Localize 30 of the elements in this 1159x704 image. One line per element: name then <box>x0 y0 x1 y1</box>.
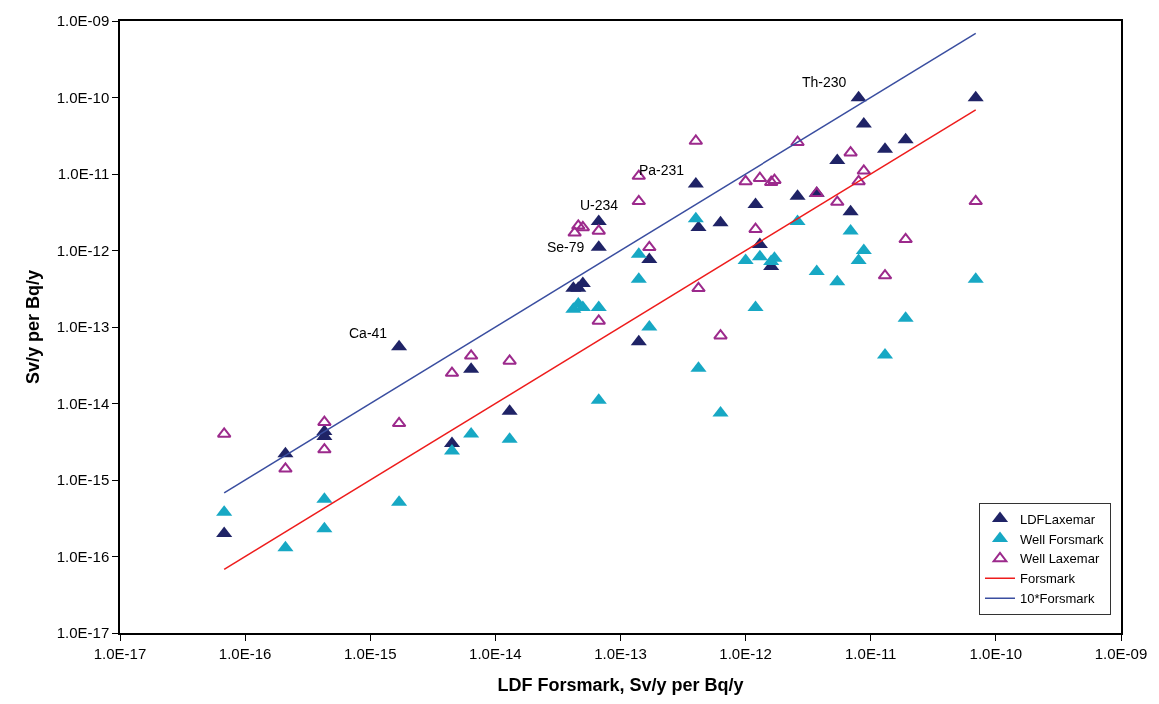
y-tick-label: 1.0E-11 <box>57 165 110 183</box>
x-tick-label: 1.0E-14 <box>469 644 522 662</box>
x-tick-label: 1.0E-15 <box>343 644 397 662</box>
x-tick-label: 1.0E-10 <box>969 644 1023 662</box>
y-tick-label: 1.0E-12 <box>56 241 110 259</box>
annotation: Th-230 <box>802 74 847 90</box>
x-tick-label: 1.0E-17 <box>93 644 147 662</box>
annotation: Ca-41 <box>349 325 388 341</box>
y-tick-label: 1.0E-16 <box>56 547 110 565</box>
x-tick-label: 1.0E-11 <box>845 644 897 662</box>
annotation: Pa-231 <box>639 162 685 178</box>
x-tick-label: 1.0E-12 <box>719 644 772 662</box>
x-axis-title: LDF Forsmark, Sv/y per Bq/y <box>497 675 744 696</box>
legend-label: LDFLaxemar <box>1019 511 1096 527</box>
annotation: U-234 <box>580 197 619 213</box>
x-tick-label: 1.0E-09 <box>1094 644 1148 662</box>
y-tick-label: 1.0E-13 <box>56 318 110 336</box>
legend-label: Forsmark <box>1019 571 1076 587</box>
legend-label: Well Laxemar <box>1019 551 1100 567</box>
y-axis-title: Sv/y per Bq/y <box>23 269 44 385</box>
y-tick-label: 1.0E-14 <box>56 394 110 412</box>
y-tick-label: 1.0E-10 <box>56 88 110 106</box>
y-tick-label: 1.0E-15 <box>56 471 110 489</box>
x-tick-label: 1.0E-13 <box>594 644 647 662</box>
x-tick-label: 1.0E-16 <box>218 644 272 662</box>
annotation: Se-79 <box>547 239 585 255</box>
y-tick-label: 1.0E-17 <box>56 624 110 642</box>
legend-label: Well Forsmark <box>1019 531 1105 547</box>
legend-label: 10*Forsmark <box>1019 591 1095 607</box>
y-tick-label: 1.0E-09 <box>56 12 110 30</box>
